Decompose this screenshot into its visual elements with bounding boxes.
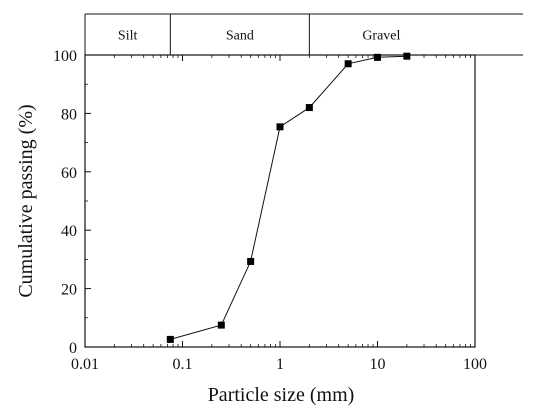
x-tick-label: 0.1	[173, 356, 193, 373]
ticks	[84, 54, 476, 348]
soil-class-band: Silt Sand Gravel	[84, 13, 523, 56]
band-label-silt: Silt	[118, 29, 138, 44]
x-axis-title: Particle size (mm)	[208, 384, 355, 406]
band-label-sand: Sand	[226, 29, 254, 44]
data-point	[305, 104, 313, 112]
y-tick-label: 100	[53, 48, 77, 65]
y-axis-title: Cumulative passing (%)	[15, 104, 37, 297]
plot-frame	[84, 54, 476, 348]
data-point	[276, 123, 284, 131]
band-label-gravel: Gravel	[362, 29, 400, 44]
x-tick-label: 1	[276, 356, 284, 373]
data-series	[166, 52, 411, 343]
axes	[84, 54, 476, 348]
data-point	[403, 52, 411, 60]
x-tick-label: 100	[463, 356, 487, 373]
series-line	[170, 55, 407, 340]
y-tick-label: 80	[61, 106, 77, 123]
data-point	[374, 53, 381, 61]
y-tick-label: 60	[61, 165, 77, 182]
tick-labels: 0.01 0.1 1 10 100 0 20 40 60 80 100	[53, 48, 487, 373]
data-point	[166, 335, 174, 343]
data-point	[247, 257, 255, 265]
y-tick-label: 0	[69, 340, 77, 357]
x-tick-label: 0.01	[71, 356, 99, 373]
data-point	[217, 321, 225, 329]
y-tick-label: 20	[61, 282, 77, 299]
y-tick-label: 40	[61, 223, 77, 240]
x-tick-label: 10	[370, 356, 386, 373]
data-point	[344, 60, 352, 68]
